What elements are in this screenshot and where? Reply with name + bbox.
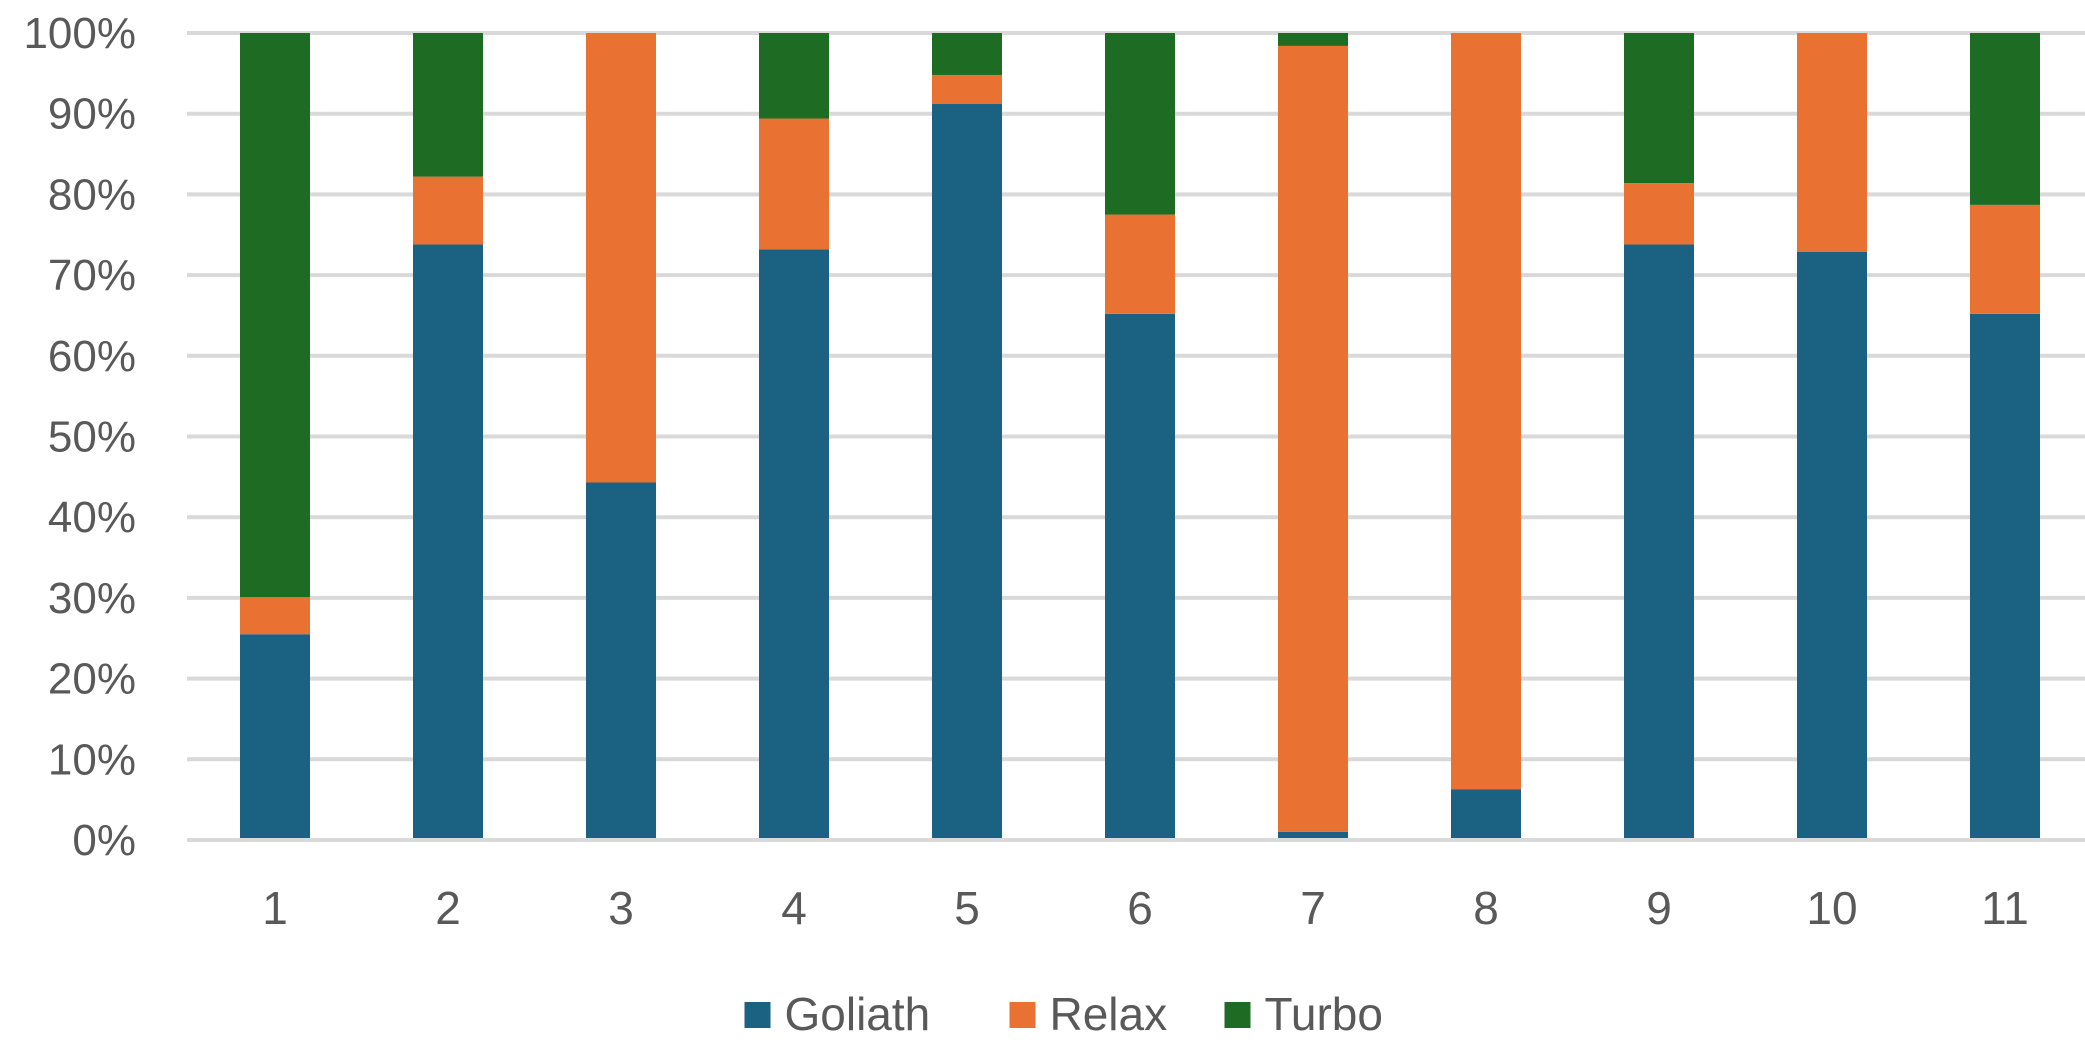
y-tick-label: 30% bbox=[48, 574, 136, 623]
bar-segment-turbo bbox=[1970, 33, 2040, 205]
bar-segment-goliath bbox=[240, 634, 310, 840]
bar-segment-goliath bbox=[1970, 313, 2040, 840]
bar-segment-relax bbox=[1451, 33, 1521, 790]
y-tick-label: 90% bbox=[48, 90, 136, 139]
x-tick-label: 4 bbox=[781, 882, 807, 934]
legend-label-relax: Relax bbox=[1050, 988, 1168, 1040]
x-tick-label: 11 bbox=[1981, 882, 2029, 934]
x-tick-label: 6 bbox=[1127, 882, 1153, 934]
bar-segment-goliath bbox=[1278, 831, 1348, 840]
bars bbox=[240, 33, 2040, 841]
bar-segment-turbo bbox=[1105, 33, 1175, 215]
bar-segment-goliath bbox=[1105, 313, 1175, 840]
bar-segment-goliath bbox=[759, 249, 829, 840]
y-tick-label: 50% bbox=[48, 413, 136, 462]
bar-segment-turbo bbox=[240, 33, 310, 598]
x-tick-label: 10 bbox=[1806, 882, 1857, 934]
y-tick-label: 100% bbox=[23, 9, 136, 58]
bar-segment-relax bbox=[413, 176, 483, 245]
bar-segment-goliath bbox=[1451, 789, 1521, 840]
legend: Goliath Relax Turbo bbox=[744, 988, 1383, 1040]
y-tick-label: 80% bbox=[48, 170, 136, 219]
bar-segment-turbo bbox=[1278, 33, 1348, 46]
bar-segment-goliath bbox=[1624, 244, 1694, 840]
y-tick-label: 0% bbox=[72, 816, 136, 865]
bar-segment-goliath bbox=[1797, 251, 1867, 840]
bar-segment-relax bbox=[1105, 214, 1175, 314]
bar-segment-relax bbox=[586, 33, 656, 483]
bar-segment-relax bbox=[1797, 33, 1867, 252]
y-tick-label: 60% bbox=[48, 332, 136, 381]
bar-segment-relax bbox=[1624, 183, 1694, 245]
x-tick-label: 9 bbox=[1646, 882, 1672, 934]
legend-swatch-relax bbox=[1009, 1002, 1036, 1028]
bar-segment-relax bbox=[759, 118, 829, 250]
bar-segment-relax bbox=[932, 74, 1002, 105]
x-tick-label: 3 bbox=[608, 882, 634, 934]
x-tick-label: 1 bbox=[262, 882, 288, 934]
bar-segment-relax bbox=[1278, 45, 1348, 832]
bar-segment-turbo bbox=[1624, 33, 1694, 184]
y-tick-label: 40% bbox=[48, 493, 136, 542]
bar-segment-relax bbox=[1970, 204, 2040, 314]
x-tick-label: 5 bbox=[954, 882, 980, 934]
x-axis-tick-labels: 1 2 3 4 5 6 7 8 9 10 11 bbox=[262, 882, 2029, 934]
x-tick-label: 7 bbox=[1300, 882, 1326, 934]
y-tick-label: 10% bbox=[48, 735, 136, 784]
legend-label-goliath: Goliath bbox=[785, 988, 931, 1040]
bar-segment-relax bbox=[240, 597, 310, 635]
bar-segment-goliath bbox=[413, 244, 483, 840]
y-tick-label: 20% bbox=[48, 655, 136, 704]
x-tick-label: 8 bbox=[1473, 882, 1499, 934]
x-tick-label: 2 bbox=[435, 882, 461, 934]
y-tick-label: 70% bbox=[48, 251, 136, 300]
legend-swatch-goliath bbox=[744, 1002, 771, 1028]
y-axis-tick-labels: 0% 10% 20% 30% 40% 50% 60% 70% 80% 90% 100% bbox=[23, 9, 136, 865]
legend-label-turbo: Turbo bbox=[1265, 988, 1383, 1040]
bar-segment-turbo bbox=[759, 33, 829, 119]
bar-segment-goliath bbox=[932, 104, 1002, 841]
bar-segment-turbo bbox=[932, 33, 1002, 75]
legend-swatch-turbo bbox=[1224, 1002, 1251, 1028]
bar-segment-goliath bbox=[586, 482, 656, 840]
bar-segment-turbo bbox=[413, 33, 483, 177]
